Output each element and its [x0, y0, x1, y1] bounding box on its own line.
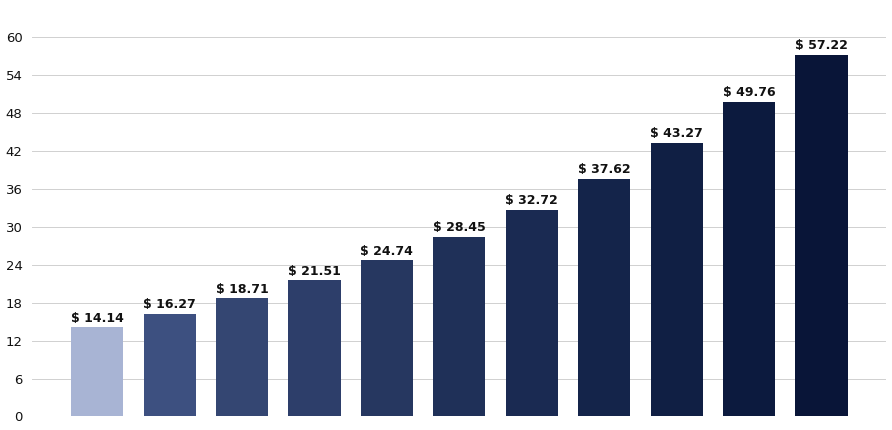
Text: $ 18.71: $ 18.71	[216, 283, 268, 296]
Bar	[144, 313, 195, 416]
Text: $ 57.22: $ 57.22	[795, 39, 848, 52]
Text: $ 16.27: $ 16.27	[144, 298, 196, 311]
Text: $ 37.62: $ 37.62	[578, 163, 631, 176]
Text: $ 24.74: $ 24.74	[360, 245, 413, 258]
Bar	[361, 260, 413, 416]
Bar	[650, 143, 703, 416]
Text: $ 21.51: $ 21.51	[288, 265, 341, 278]
Bar	[434, 237, 485, 416]
Text: $ 49.76: $ 49.76	[723, 86, 775, 99]
Text: $ 43.27: $ 43.27	[650, 127, 703, 140]
Text: $ 32.72: $ 32.72	[506, 194, 558, 207]
Bar	[216, 298, 268, 416]
Bar	[796, 55, 847, 416]
Text: $ 28.45: $ 28.45	[433, 221, 486, 234]
Bar	[723, 102, 775, 416]
Bar	[288, 280, 341, 416]
Bar	[578, 178, 631, 416]
Bar	[71, 327, 123, 416]
Bar	[506, 209, 558, 416]
Text: $ 14.14: $ 14.14	[70, 311, 124, 325]
